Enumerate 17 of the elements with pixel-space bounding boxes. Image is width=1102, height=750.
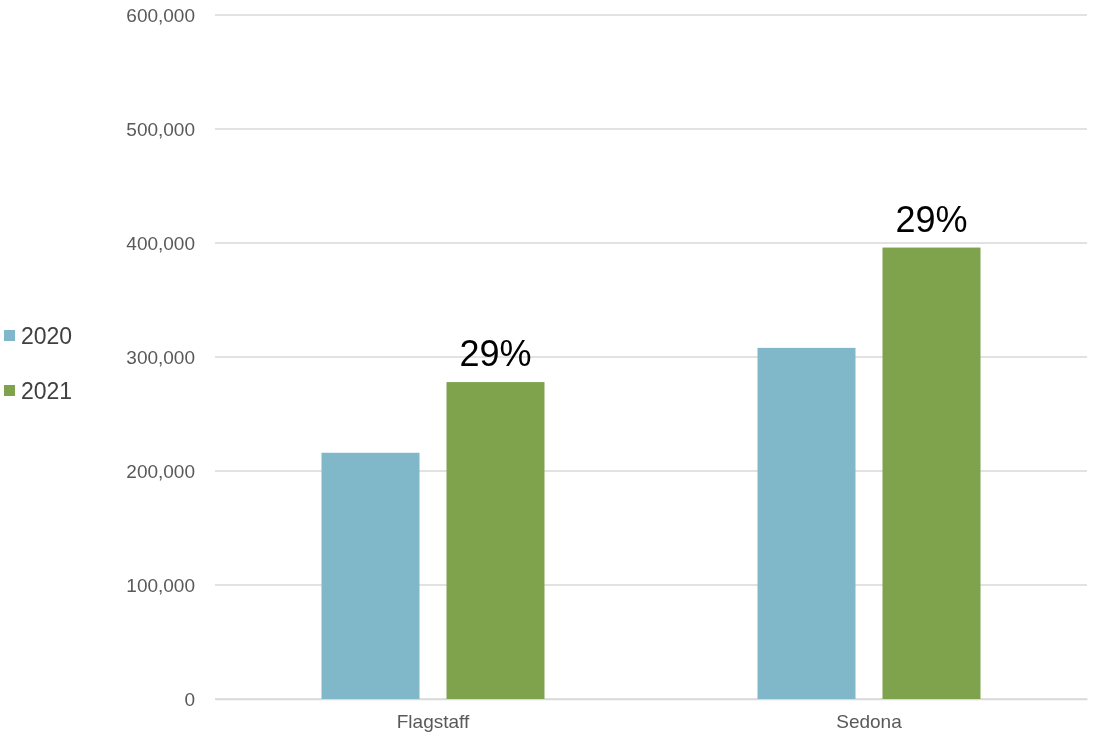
y-tick-label: 300,000 xyxy=(126,346,195,368)
y-tick-label: 400,000 xyxy=(126,232,195,254)
legend-label: 2021 xyxy=(21,378,73,405)
annotation: 29% xyxy=(459,333,532,375)
y-tick-label: 500,000 xyxy=(126,118,195,140)
annotation: 29% xyxy=(895,198,968,240)
x-tick-label: Sedona xyxy=(836,711,903,733)
y-tick-label: 600,000 xyxy=(126,4,195,26)
bar xyxy=(757,347,856,699)
y-tick-label: 200,000 xyxy=(126,460,195,482)
bar xyxy=(446,382,545,699)
bar xyxy=(321,452,420,699)
y-tick-label: 100,000 xyxy=(126,574,195,596)
legend-label: 2020 xyxy=(21,323,73,350)
y-tick-label: 0 xyxy=(184,688,195,710)
x-tick-label: Flagstaff xyxy=(396,711,470,733)
bar xyxy=(882,247,981,699)
